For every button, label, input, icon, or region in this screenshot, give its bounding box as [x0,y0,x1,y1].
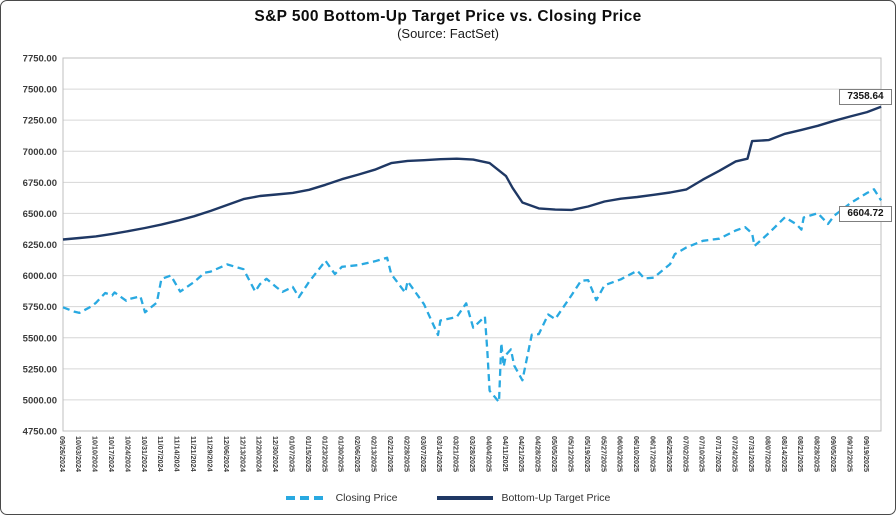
svg-text:02/06/2025: 02/06/2025 [353,436,362,472]
svg-text:10/31/2024: 10/31/2024 [140,436,149,472]
closing-price-end-value-label: 6604.72 [839,206,892,222]
svg-text:12/13/2024: 12/13/2024 [238,436,247,472]
svg-text:07/31/2025: 07/31/2025 [747,436,756,472]
svg-text:12/06/2024: 12/06/2024 [222,436,231,472]
svg-text:4750.00: 4750.00 [23,427,57,438]
svg-text:5750.00: 5750.00 [23,302,57,313]
svg-text:04/11/2025: 04/11/2025 [501,436,510,472]
legend-item-target-price: Bottom-Up Target Price [437,492,610,504]
legend-label-closing-price: Closing Price [335,492,398,504]
svg-text:07/10/2025: 07/10/2025 [698,436,707,472]
svg-text:7000.00: 7000.00 [23,147,57,158]
chart-title: S&P 500 Bottom-Up Target Price vs. Closi… [254,8,642,25]
svg-text:7500.00: 7500.00 [23,85,57,96]
svg-text:10/03/2024: 10/03/2024 [74,436,83,472]
svg-text:08/28/2025: 08/28/2025 [813,436,822,472]
svg-text:6500.00: 6500.00 [23,209,57,220]
svg-text:5000.00: 5000.00 [23,395,57,406]
svg-text:04/21/2025: 04/21/2025 [517,436,526,472]
svg-text:05/05/2025: 05/05/2025 [550,436,559,472]
svg-text:06/03/2025: 06/03/2025 [616,436,625,472]
legend-label-target-price: Bottom-Up Target Price [501,492,611,504]
svg-text:04/04/2025: 04/04/2025 [484,436,493,472]
svg-text:06/10/2025: 06/10/2025 [632,436,641,472]
svg-text:09/26/2024: 09/26/2024 [58,436,67,472]
svg-text:02/28/2025: 02/28/2025 [402,436,411,472]
svg-text:03/14/2025: 03/14/2025 [435,436,444,472]
svg-text:11/14/2024: 11/14/2024 [173,436,182,472]
svg-text:6750.00: 6750.00 [23,178,57,189]
target-price-end-value-label: 7358.64 [839,89,892,105]
svg-text:03/28/2025: 03/28/2025 [468,436,477,472]
target-price-solid-line-sample [437,496,494,500]
svg-text:01/15/2025: 01/15/2025 [304,436,313,472]
svg-text:06/17/2025: 06/17/2025 [648,436,657,472]
legend: Closing Price Bottom-Up Target Price [1,488,895,508]
svg-text:05/27/2025: 05/27/2025 [599,436,608,472]
svg-text:07/17/2025: 07/17/2025 [714,436,723,472]
svg-text:5500.00: 5500.00 [23,333,57,344]
svg-text:11/21/2024: 11/21/2024 [189,436,198,472]
svg-text:09/05/2025: 09/05/2025 [829,436,838,472]
svg-text:10/10/2024: 10/10/2024 [91,436,100,472]
svg-text:07/02/2025: 07/02/2025 [681,436,690,472]
svg-text:05/12/2025: 05/12/2025 [566,436,575,472]
svg-text:08/07/2025: 08/07/2025 [763,436,772,472]
svg-text:08/14/2025: 08/14/2025 [780,436,789,472]
svg-text:10/24/2024: 10/24/2024 [123,436,132,472]
svg-text:7750.00: 7750.00 [23,54,57,65]
svg-text:05/19/2025: 05/19/2025 [583,436,592,472]
chart-subtitle: (Source: FactSet) [397,26,499,41]
svg-text:6000.00: 6000.00 [23,271,57,282]
svg-text:11/29/2024: 11/29/2024 [205,436,214,472]
svg-text:6250.00: 6250.00 [23,240,57,251]
svg-text:11/07/2024: 11/07/2024 [156,436,165,472]
svg-text:06/25/2025: 06/25/2025 [665,436,674,472]
svg-text:03/07/2025: 03/07/2025 [419,436,428,472]
svg-text:12/20/2024: 12/20/2024 [255,436,264,472]
svg-text:7250.00: 7250.00 [23,116,57,127]
svg-text:08/21/2025: 08/21/2025 [796,436,805,472]
svg-text:07/24/2025: 07/24/2025 [731,436,740,472]
svg-text:03/21/2025: 03/21/2025 [452,436,461,472]
svg-text:04/28/2025: 04/28/2025 [534,436,543,472]
svg-text:09/19/2025: 09/19/2025 [862,436,871,472]
svg-text:09/12/2025: 09/12/2025 [845,436,854,472]
closing-price-dashed-line-sample [285,496,328,500]
svg-text:01/30/2025: 01/30/2025 [337,436,346,472]
legend-item-closing-price: Closing Price [285,492,398,504]
svg-text:5250.00: 5250.00 [23,364,57,375]
svg-text:01/23/2025: 01/23/2025 [320,436,329,472]
svg-text:02/13/2025: 02/13/2025 [370,436,379,472]
svg-text:10/17/2024: 10/17/2024 [107,436,116,472]
svg-text:12/30/2024: 12/30/2024 [271,436,280,472]
svg-text:01/07/2025: 01/07/2025 [288,436,297,472]
svg-text:02/21/2025: 02/21/2025 [386,436,395,472]
